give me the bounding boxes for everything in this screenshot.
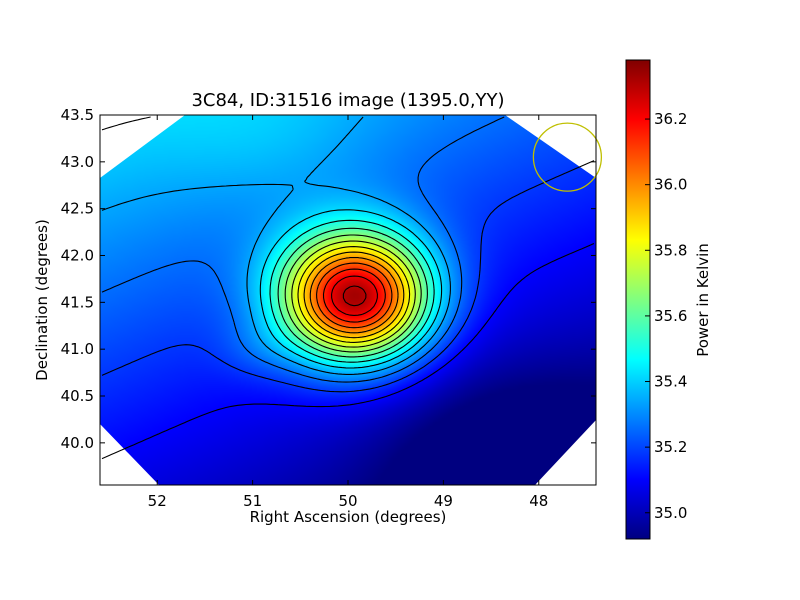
colorbar-gradient [625, 59, 651, 540]
contour-line-12 [316, 262, 393, 329]
colorbar-ticks: 35.0 35.2 35.4 35.6 35.8 36.0 36.2 [645, 110, 687, 522]
contour-line-6 [277, 227, 428, 358]
beam-circle [532, 122, 603, 192]
contour-line-8 [291, 240, 416, 348]
colorbar-tick-label: 36.2 [654, 110, 687, 128]
y-tick-label: 40.0 [61, 434, 94, 452]
x-tick-label: 51 [243, 492, 262, 510]
contour-line-5 [269, 219, 435, 363]
colorbar-tick-label: 35.6 [654, 307, 687, 325]
colorbar-tick-label: 35.8 [654, 241, 687, 259]
x-tick-label: 49 [434, 492, 453, 510]
contour-line-7 [284, 234, 422, 353]
y-tick-label: 41.0 [61, 340, 94, 358]
contour-line-10 [303, 251, 405, 339]
colorbar-tick-label: 35.4 [654, 373, 687, 391]
contour-line-15 [342, 285, 367, 307]
y-tick-label: 42.5 [61, 200, 94, 218]
x-axis: 52 51 50 49 48 [148, 115, 548, 510]
heatmap-raster [100, 115, 596, 485]
contour-line-11 [309, 256, 399, 334]
x-tick-label: 48 [529, 492, 548, 510]
contour-line-0 [101, 242, 595, 460]
y-tick-label: 42.0 [61, 247, 94, 265]
heatmap-image [100, 115, 596, 485]
contour-line-2 [101, 116, 505, 383]
x-axis-label: Right Ascension (degrees) [250, 508, 447, 526]
contour-line-4 [101, 116, 443, 369]
x-tick-label: 50 [338, 492, 357, 510]
contour-line-1 [101, 160, 595, 393]
y-axis: 40.0 40.5 41.0 41.5 42.0 42.5 43.0 43.5 [61, 106, 596, 452]
y-tick-label: 43.5 [61, 106, 94, 124]
contour-line-3 [101, 116, 451, 375]
y-axis-label: Declination (degrees) [33, 219, 51, 381]
contour-line-9 [297, 246, 411, 343]
y-tick-label: 43.0 [61, 153, 94, 171]
colorbar-tick-label: 36.0 [654, 176, 687, 194]
colorbar-tick-label: 35.2 [654, 438, 687, 456]
colorbar-tick-label: 35.0 [654, 504, 687, 522]
y-tick-label: 41.5 [61, 293, 94, 311]
y-tick-label: 40.5 [61, 387, 94, 405]
contour-line-13 [322, 268, 386, 323]
contour-line-14 [331, 275, 378, 316]
x-tick-label: 52 [148, 492, 167, 510]
colorbar-label: Power in Kelvin [694, 243, 712, 357]
colorbar: 35.0 35.2 35.4 35.6 35.8 36.0 36.2 Power in Ke… [625, 59, 712, 540]
contour-lines [101, 116, 595, 460]
plot-title: 3C84, ID:31516 image (1395.0,YY) [191, 90, 504, 111]
